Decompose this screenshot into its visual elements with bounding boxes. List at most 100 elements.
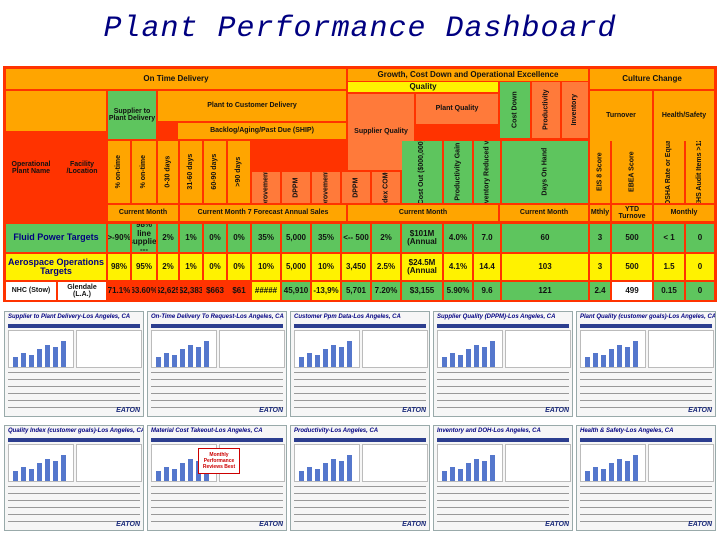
thumbnail-chart-secondary [76,444,142,482]
report-thumbnail-4[interactable]: Supplier Quality (DPPM)-Los Angeles, CA E… [433,311,573,417]
thumbnail-chart-secondary [648,444,714,482]
report-thumbnail-6[interactable]: Quality Index (customer goals)-Los Angel… [4,425,144,531]
thumbnail-chart-bar [585,357,590,367]
thumbnail-chart [437,330,503,368]
data-cell-2: 63.60% [132,282,156,300]
aero-cell-15: 103 [502,254,588,280]
report-thumbnail-2[interactable]: On-Time Delivery To Request-Los Angeles,… [147,311,287,417]
thumbnail-chart-bar [585,471,590,481]
report-thumbnail-8[interactable]: Productivity-Los Angeles, CA EATON [290,425,430,531]
thumbnail-table-line [437,379,569,380]
column-header-text: DPPM [352,177,360,198]
aero-cell-13: 4.1% [444,254,472,280]
thumbnail-chart-bar [474,345,479,367]
thumbnail-table-line [580,514,712,515]
data-cell-18: 0.15 [654,282,684,300]
header-plant-customer: Plant to Customer Delivery [158,91,346,121]
column-header-text: 60-90 days [211,154,219,190]
thumbnail-table-line [580,521,712,522]
thumbnail-table-line [8,493,140,494]
report-thumbnail-5[interactable]: Plant Quality (customer goals)-Los Angel… [576,311,716,417]
header-supplier-delivery: Supplier to Plant Delivery [108,91,156,139]
thumbnail-chart-bar [609,349,614,367]
eaton-logo: EATON [688,407,712,414]
thumbnail-chart-bar [164,353,169,367]
column-header-text: % on-time [115,155,123,189]
thumbnail-table-line [437,407,569,408]
report-thumbnail-3[interactable]: Customer Ppm Data-Los Angeles, CA EATON [290,311,430,417]
aero-cell-19: 0 [686,254,714,280]
thumbnail-chart-secondary [219,330,285,368]
current-month-3: Current Month [348,205,498,221]
thumbnail-header-bar [437,438,569,442]
thumbnail-chart-bar [164,467,169,481]
column-header-text: % DPPM improvement vs. prior yr. [262,172,269,203]
report-thumbnail-9[interactable]: Inventory and DOH-Los Angeles, CA EATON [433,425,573,531]
thumbnail-table-line [8,386,140,387]
thumbnail-table-line [294,379,426,380]
data-cell-6: $61 [228,282,250,300]
thumbnail-chart-bar [442,357,447,367]
column-header-2: % on-time [132,141,156,203]
column-header-text: DPPM [292,177,300,198]
thumbnail-chart-bar [13,357,18,367]
thumbnail-chart-bar [307,467,312,481]
thumbnail-chart-bar [29,355,34,367]
plant-name-cell: NHC (Stow) [6,282,56,300]
aero-cell-12: $24.5M (Annual [402,254,442,280]
column-header-8: DPPM [282,172,310,203]
thumbnail-table-line [294,493,426,494]
header-turnover: Turnover [590,91,652,141]
column-header-19: Open EHS Audit Items >120 days [686,141,714,203]
thumbnail-chart-bar [315,355,320,367]
aero-cell-4: 1% [180,254,202,280]
thumbnail-chart-bar [45,345,50,367]
column-header-text: EBEA Score [628,151,636,193]
aero-cell-10: 3,450 [342,254,370,280]
spacer-left [6,91,106,131]
thumbnail-chart-bar [53,347,58,367]
header-supplier-quality: Supplier Quality [348,94,414,170]
thumbnail-chart-bar [180,463,185,481]
current-month-2: Current Month 7 Forecast Annual Sales [180,205,346,221]
fluid-cell-6: 0% [228,224,250,252]
thumbnail-table-line [151,500,283,501]
thumbnail-chart-bar [347,341,352,367]
header-culture-change: Culture Change [590,69,714,89]
report-thumbnail-10[interactable]: Health & Safety-Los Angeles, CA EATON [576,425,716,531]
thumbnail-chart-bar [156,471,161,481]
thumbnail-table-line [8,407,140,408]
current-month-4: Current Month [500,205,588,221]
column-header-14: Days of inventory Reduced vs. prior yr. [474,141,500,203]
aerospace-targets-label: Aerospace Operations Targets [6,254,106,280]
column-header-18: OSHA Rate or Equal [654,141,684,203]
thumbnail-chart-bar [625,461,630,481]
data-cell-8: 45,910 [282,282,310,300]
thumbnail-chart-bar [601,469,606,481]
thumbnail-table-line [294,500,426,501]
column-header-text: Open EHS Audit Items >120 days [696,141,704,203]
data-cell-7: ##### [252,282,280,300]
report-thumbnail-1[interactable]: Supplier to Plant Delivery-Los Angeles, … [4,311,144,417]
thumbnail-chart [580,444,646,482]
thumbnail-table-line [294,521,426,522]
thumbnail-table-line [8,486,140,487]
fluid-cell-9: 35% [312,224,340,252]
thumbnail-title: Customer Ppm Data-Los Angeles, CA [294,314,401,320]
thumbnail-table-line [437,486,569,487]
fluid-cell-7: 35% [252,224,280,252]
report-thumbnail-7[interactable]: Material Cost Takeout-Los Angeles, CA Mon… [147,425,287,531]
fluid-cell-2: 98% line supplier --- [132,224,156,252]
column-header-text: 0-30 days [164,156,172,188]
thumbnail-table-line [580,407,712,408]
column-header-15: Days On Hand [502,141,588,203]
thumbnail-header-bar [8,438,140,442]
thumbnail-chart-bar [307,353,312,367]
header-productivity: Productivity [532,82,560,138]
thumbnail-chart-bar [347,455,352,481]
thumbnail-table-line [580,386,712,387]
fluid-cell-19: 0 [686,224,714,252]
aero-cell-17: 500 [612,254,652,280]
thumbnail-chart-bar [37,349,42,367]
column-header-7: % DPPM improvement vs. prior yr. [252,172,280,203]
